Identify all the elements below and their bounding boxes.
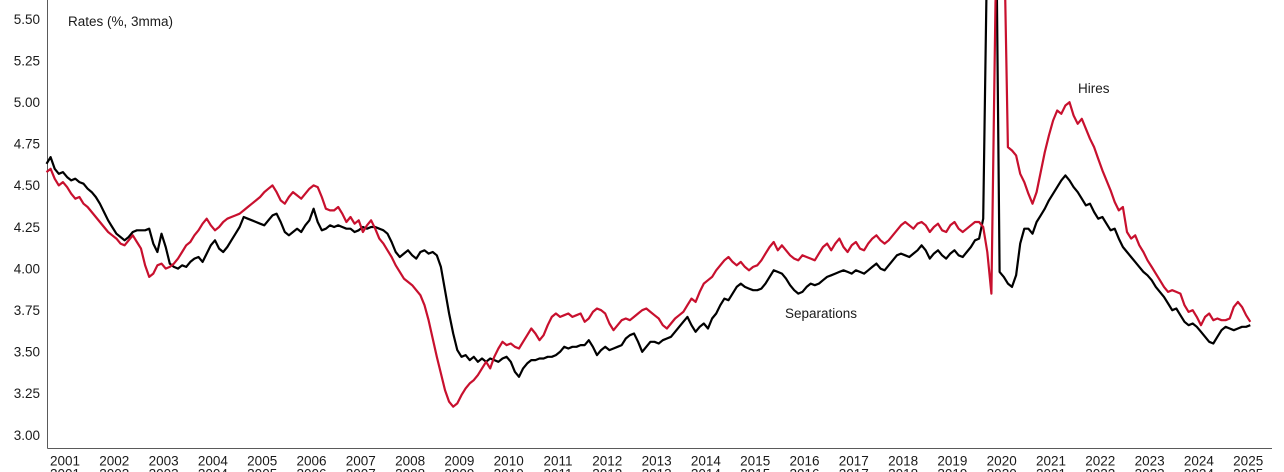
- y-tick-label: 5.00: [14, 95, 40, 110]
- x-tick-label: 2021: [1036, 454, 1066, 469]
- cropped-x-tick-label: 2022: [1085, 467, 1115, 472]
- cropped-x-tick-label: 2018: [888, 467, 918, 472]
- y-tick-label: 4.00: [14, 261, 40, 276]
- cropped-x-tick-label: 2009: [444, 467, 474, 472]
- cropped-x-tick-label: 2005: [247, 467, 277, 472]
- cropped-x-tick-label: 2008: [395, 467, 425, 472]
- y-tick-label: 3.25: [14, 386, 40, 401]
- x-tick-label: 2003: [149, 454, 179, 469]
- cropped-x-tick-label: 2001: [50, 467, 80, 472]
- x-tick-label: 2005: [247, 454, 277, 469]
- x-tick-label: 2020: [987, 454, 1017, 469]
- cropped-x-tick-label: 2021: [1036, 467, 1066, 472]
- x-tick-label: 2025: [1233, 454, 1263, 469]
- cropped-x-tick-label: 2024: [1184, 467, 1215, 472]
- x-tick-label: 2011: [543, 454, 572, 469]
- cropped-x-tick-label: 2013: [642, 467, 672, 472]
- y-tick-label: 3.00: [14, 428, 40, 443]
- x-tick-label: 2019: [937, 454, 967, 469]
- x-tick-label: 2018: [888, 454, 918, 469]
- x-tick-label: 2022: [1085, 454, 1115, 469]
- x-tick-label: 2008: [395, 454, 425, 469]
- cropped-x-tick-label: 2012: [592, 467, 622, 472]
- x-tick-label: 2001: [50, 454, 80, 469]
- chart-title: Rates (%, 3mma): [68, 14, 173, 29]
- cropped-x-tick-label: 2002: [99, 467, 129, 472]
- separations-line: [45, 0, 1251, 378]
- cropped-x-tick-label: 2011: [543, 467, 572, 472]
- cropped-x-tick-label: 2007: [346, 467, 376, 472]
- x-tick-label: 2023: [1135, 454, 1165, 469]
- y-tick-label: 4.50: [14, 178, 40, 193]
- x-tick-label: 2010: [494, 454, 524, 469]
- x-tick-label: 2009: [444, 454, 474, 469]
- x-tick-label: 2015: [740, 454, 770, 469]
- x-tick-label: 2006: [296, 454, 326, 469]
- cropped-x-tick-label: 2025: [1233, 467, 1263, 472]
- x-tick-label: 2013: [642, 454, 672, 469]
- cropped-x-tick-label: 2016: [789, 467, 819, 472]
- y-tick-label: 4.75: [14, 137, 40, 152]
- cropped-x-tick-label: 2023: [1135, 467, 1165, 472]
- x-tick-label: 2007: [346, 454, 376, 469]
- x-tick-label: 2016: [789, 454, 819, 469]
- x-tick-label: 2002: [99, 454, 129, 469]
- cropped-x-tick-label: 2010: [494, 467, 524, 472]
- cropped-x-tick-label: 2004: [198, 467, 229, 472]
- x-tick-label: 2024: [1184, 454, 1215, 469]
- x-tick-label: 2014: [691, 454, 722, 469]
- y-tick-label: 3.50: [14, 345, 40, 360]
- cropped-x-tick-label: 2006: [296, 467, 326, 472]
- cropped-x-tick-label: 2014: [691, 467, 722, 472]
- cropped-x-tick-label: 2003: [149, 467, 179, 472]
- hires-series-label: Hires: [1078, 81, 1110, 96]
- cropped-x-tick-label: 2020: [987, 467, 1017, 472]
- y-tick-label: 5.25: [14, 53, 40, 68]
- y-tick-label: 3.75: [14, 303, 40, 318]
- separations-series-label: Separations: [785, 306, 857, 321]
- y-tick-label: 4.25: [14, 220, 40, 235]
- cropped-x-tick-label: 2017: [839, 467, 869, 472]
- x-tick-label: 2012: [592, 454, 622, 469]
- hires-line: [45, 0, 1252, 408]
- cropped-x-tick-label: 2019: [937, 467, 967, 472]
- x-tick-label: 2004: [198, 454, 229, 469]
- x-tick-label: 2017: [839, 454, 869, 469]
- y-tick-label: 5.50: [14, 12, 40, 27]
- cropped-x-tick-label: 2015: [740, 467, 770, 472]
